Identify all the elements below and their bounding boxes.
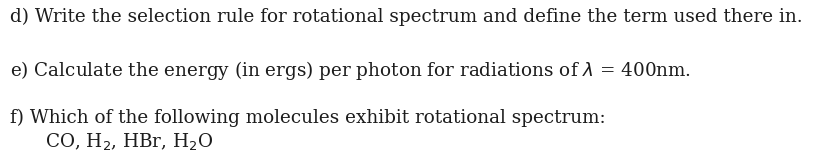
Text: e) Calculate the energy (in ergs) per photon for radiations of $\lambda$ = 400nm: e) Calculate the energy (in ergs) per ph…	[10, 59, 691, 82]
Text: CO, H$_2$, HBr, H$_2$O: CO, H$_2$, HBr, H$_2$O	[45, 131, 213, 152]
Text: f) Which of the following molecules exhibit rotational spectrum:: f) Which of the following molecules exhi…	[10, 108, 605, 127]
Text: d) Write the selection rule for rotational spectrum and define the term used the: d) Write the selection rule for rotation…	[10, 8, 802, 26]
